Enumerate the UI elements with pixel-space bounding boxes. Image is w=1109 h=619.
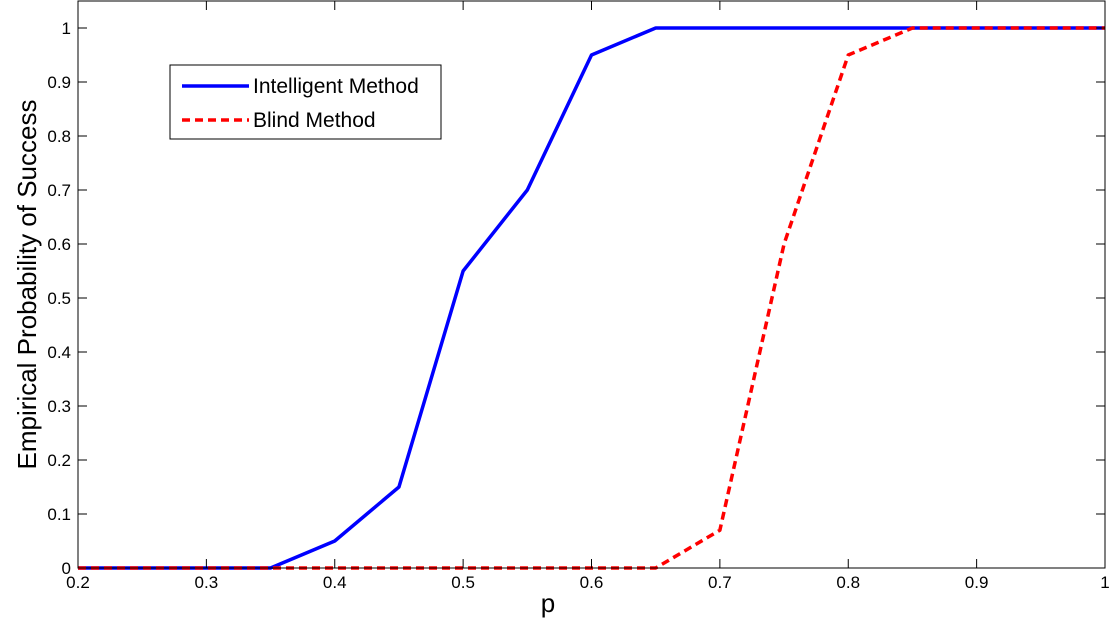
y-axis-title: Empirical Probability of Success <box>12 100 42 470</box>
y-tick-label: 0.5 <box>47 289 71 308</box>
y-tick-label: 0.2 <box>47 451 71 470</box>
x-tick-label: 0.3 <box>195 573 219 592</box>
x-tick-label: 1 <box>1100 573 1109 592</box>
x-axis-title: p <box>541 588 555 618</box>
legend: Intelligent Method Blind Method <box>170 65 441 139</box>
y-tick-label: 0.3 <box>47 397 71 416</box>
legend-label-intelligent-method: Intelligent Method <box>253 75 419 98</box>
x-tick-label: 0.8 <box>836 573 860 592</box>
x-tick-label: 0.4 <box>323 573 347 592</box>
x-tick-label: 0.5 <box>451 573 475 592</box>
y-tick-label: 0.1 <box>47 505 71 524</box>
y-tick-label: 0.4 <box>47 343 71 362</box>
y-tick-label: 0.8 <box>47 127 71 146</box>
y-tick-label: 1 <box>62 19 71 38</box>
y-tick-label: 0 <box>62 559 71 578</box>
legend-label-blind-method: Blind Method <box>253 109 376 132</box>
x-tick-label: 0.6 <box>580 573 604 592</box>
y-tick-label: 0.9 <box>47 73 71 92</box>
y-tick-label: 0.7 <box>47 181 71 200</box>
x-tick-label: 0.9 <box>965 573 989 592</box>
y-tick-label: 0.6 <box>47 235 71 254</box>
x-tick-label: 0.7 <box>708 573 732 592</box>
